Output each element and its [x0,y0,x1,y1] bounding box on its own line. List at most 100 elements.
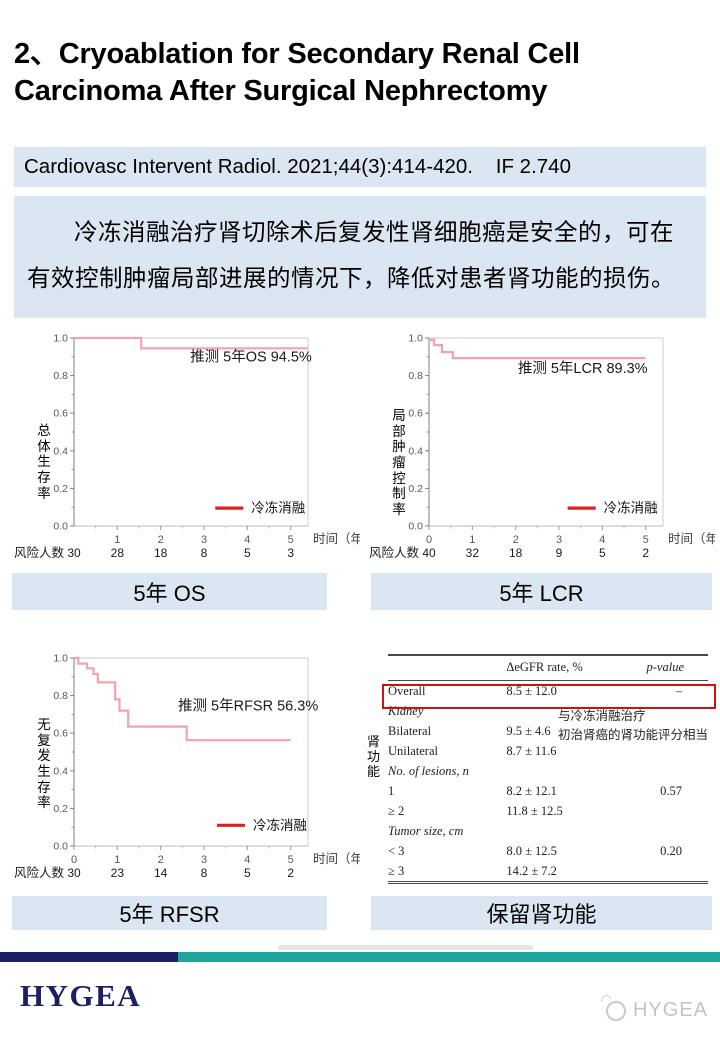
table-row: ≥ 2 11.8 ± 12.5 [388,801,708,821]
y-tick-label: 0.6 [53,728,68,740]
caption-os: 5年 OS [12,573,327,610]
x-tick-label: 0 [426,534,432,546]
x-axis-unit-label: 时间（年） [313,532,360,546]
y-tick-label: 0.8 [53,690,68,702]
x-tick-label: 3 [556,534,562,546]
table-cell: 9.5 ± 4.6 [506,723,551,738]
km-survival-curve [429,338,646,360]
footer-bar-teal-segment [178,952,720,962]
table-cell: – [675,683,682,698]
table-cell: 1 [388,783,395,798]
os-y-axis-label: 总 体 生 存 率 [37,423,51,501]
hygea-emblem-icon [605,1000,626,1021]
risk-row-label: 风险人数 [369,545,420,560]
risk-count: 9 [556,546,563,560]
risk-row-label: 风险人数 [14,545,65,560]
y-tick-label: 0.4 [408,445,423,457]
risk-count: 5 [244,866,251,880]
caption-rfsr: 5年 RFSR [12,896,327,930]
risk-count: 14 [154,866,168,880]
summary-text-box: 冷冻消融治疗肾切除术后复发性肾细胞癌是安全的，可在有效控制肿瘤局部进展的情况下，… [14,196,706,318]
renal-side-label: 肾 功 能 [366,734,380,780]
journal-citation-bar: Cardiovasc Intervent Radiol. 2021;44(3):… [14,147,706,187]
page-title-line1: 2、Cryoablation for Secondary Renal Cell [14,38,580,70]
estimate-annotation: 推测 5年RFSR 56.3% [178,698,318,715]
table-row: No. of lesions, n [388,761,708,781]
risk-count: 8 [201,866,208,880]
table-cell [618,861,708,884]
table-cell [618,761,708,781]
table-row-overall: Overall 8.5 ± 12.0 – [388,681,708,702]
table-cell: 0.20 [660,843,682,858]
caption-renal-function: 保留肾功能 [371,896,712,930]
estimate-annotation: 推测 5年LCR 89.3% [518,360,648,377]
table-cell: ≥ 2 [388,803,405,818]
x-tick-label: 5 [288,854,294,866]
table-cell: < 3 [388,843,405,858]
renal-function-table: ΔeGFR rate, % p-value Overall 8.5 ± 12.0 – Ki… [388,654,708,884]
footer-bar-navy-segment [0,952,178,962]
x-tick-label: 2 [513,534,519,546]
table-header-cell: ΔeGFR rate, % [506,654,619,681]
risk-count: 8 [201,546,208,560]
table-row: Bilateral 9.5 ± 4.6 [388,721,708,741]
x-tick-label: 5 [288,534,294,546]
renal-function-table-panel: 肾 功 能 ΔeGFR rate, % p-value Overall 8.5 ± 1… [366,648,716,886]
y-tick-label: 0.0 [53,521,68,533]
table-cell [506,821,618,841]
hygea-logo: HYGEA [20,978,142,1013]
y-tick-label: 1.0 [53,653,68,665]
risk-row-label: 风险人数 [14,865,65,880]
x-tick-label: 3 [201,854,207,866]
table-cell: Tumor size, cm [388,823,464,838]
table-header-row: ΔeGFR rate, % p-value [388,654,708,681]
table-cell: 8.0 ± 12.5 [506,843,557,858]
y-tick-label: 0.2 [53,803,68,815]
y-tick-label: 0.0 [408,521,423,533]
risk-count: 40 [422,546,436,560]
x-tick-label: 5 [643,534,649,546]
y-tick-label: 0.0 [53,841,68,853]
risk-count: 32 [466,546,480,560]
table-cell: 8.5 ± 12.0 [506,683,557,698]
renal-table-annotation: 与冷冻消融治疗 初治肾癌的肾功能评分相当 [558,709,709,743]
x-axis-unit-label: 时间（年） [313,852,360,866]
y-tick-label: 0.8 [408,370,423,382]
risk-count: 28 [111,546,125,560]
risk-count: 30 [67,546,81,560]
table-header-cell: p-value [618,654,708,681]
table-cell [618,801,708,821]
table-row: Tumor size, cm [388,821,708,841]
risk-count: 2 [642,546,649,560]
legend-label: 冷冻消融 [251,501,305,516]
risk-count: 5 [599,546,606,560]
x-tick-label: 2 [158,534,164,546]
table-cell: Overall [388,683,426,698]
y-tick-label: 0.6 [53,408,68,420]
table-cell: No. of lesions, n [388,763,469,778]
y-tick-label: 0.2 [408,483,423,495]
table-cell: 8.7 ± 11.6 [506,743,557,758]
table-cell [618,821,708,841]
legend-label: 冷冻消融 [604,501,658,516]
rfsr-y-axis-label: 无 复 发 生 存 率 [37,717,51,811]
caption-lcr: 5年 LCR [371,573,712,610]
table-cell: 14.2 ± 7.2 [506,861,619,884]
table-cell: ≥ 3 [388,861,507,884]
legend-label: 冷冻消融 [253,818,307,833]
x-tick-label: 4 [244,534,250,546]
risk-count: 30 [67,866,81,880]
table-cell: Kidney [388,703,424,718]
table-cell: Bilateral [388,723,432,738]
table-cell: 11.8 ± 12.5 [506,803,563,818]
risk-count: 18 [509,546,523,560]
table-cell: 0.57 [660,783,682,798]
table-cell: 8.2 ± 12.1 [506,783,557,798]
watermark: HYGEA [605,999,708,1022]
km-survival-curve [74,336,308,350]
x-axis-unit-label: 时间（年） [668,532,715,546]
